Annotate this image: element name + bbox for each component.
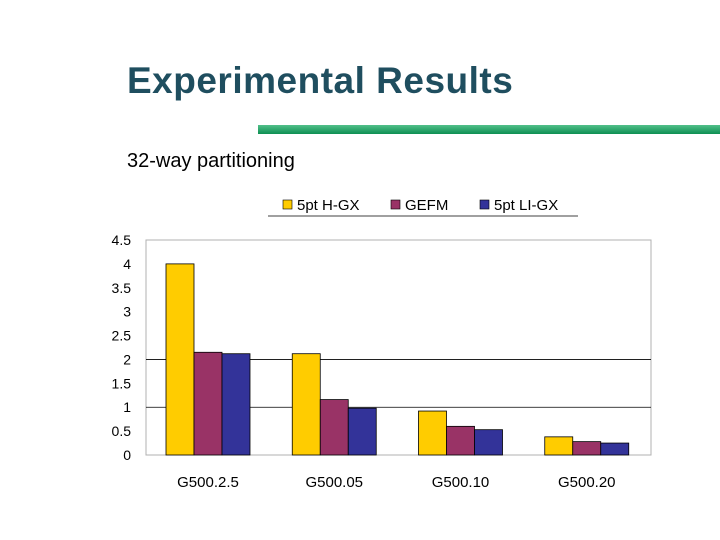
bar bbox=[446, 425, 475, 456]
bar bbox=[544, 436, 574, 456]
plot-area bbox=[145, 239, 652, 456]
legend-swatch bbox=[479, 199, 490, 210]
chart-legend: 5pt H-GX GEFM 5pt LI-GX bbox=[268, 197, 578, 217]
legend-label: 5pt LI-GX bbox=[494, 197, 558, 214]
y-tick-label: 1.5 bbox=[112, 375, 132, 391]
y-tick-label: 0 bbox=[123, 447, 131, 463]
y-tick-label: 4.5 bbox=[112, 232, 132, 248]
legend-label: 5pt H-GX bbox=[297, 197, 360, 214]
title-underline-bar bbox=[258, 125, 720, 134]
bar bbox=[347, 407, 377, 456]
bar bbox=[474, 429, 503, 456]
x-tick-label: G500.20 bbox=[558, 474, 616, 491]
x-axis: G500.2.5 G500.05 G500.10 G500.20 bbox=[177, 474, 615, 491]
bar bbox=[319, 399, 349, 456]
x-tick-label: G500.2.5 bbox=[177, 474, 239, 491]
bar bbox=[418, 410, 447, 456]
bar bbox=[572, 441, 602, 456]
slide-title: Experimental Results bbox=[127, 60, 514, 101]
y-tick-label: 2 bbox=[123, 351, 131, 367]
x-tick-label: G500.05 bbox=[305, 474, 363, 491]
legend-swatch bbox=[282, 199, 293, 210]
bar bbox=[165, 263, 195, 456]
bar bbox=[600, 442, 630, 456]
y-tick-label: 3 bbox=[123, 304, 131, 320]
x-tick-label: G500.10 bbox=[432, 474, 490, 491]
y-axis: 0 0.5 1 1.5 2 2.5 3 3.5 4 4.5 bbox=[112, 232, 132, 463]
y-tick-label: 0.5 bbox=[112, 423, 132, 439]
slide-subtitle: 32-way partitioning bbox=[127, 150, 295, 172]
legend-label: GEFM bbox=[405, 197, 448, 214]
y-tick-label: 1 bbox=[123, 399, 131, 415]
bar bbox=[193, 351, 223, 456]
bar bbox=[221, 353, 251, 456]
bar bbox=[291, 353, 321, 456]
y-tick-label: 3.5 bbox=[112, 280, 132, 296]
y-tick-label: 4 bbox=[123, 256, 131, 272]
legend-swatch bbox=[390, 199, 401, 210]
y-tick-label: 2.5 bbox=[112, 328, 132, 344]
